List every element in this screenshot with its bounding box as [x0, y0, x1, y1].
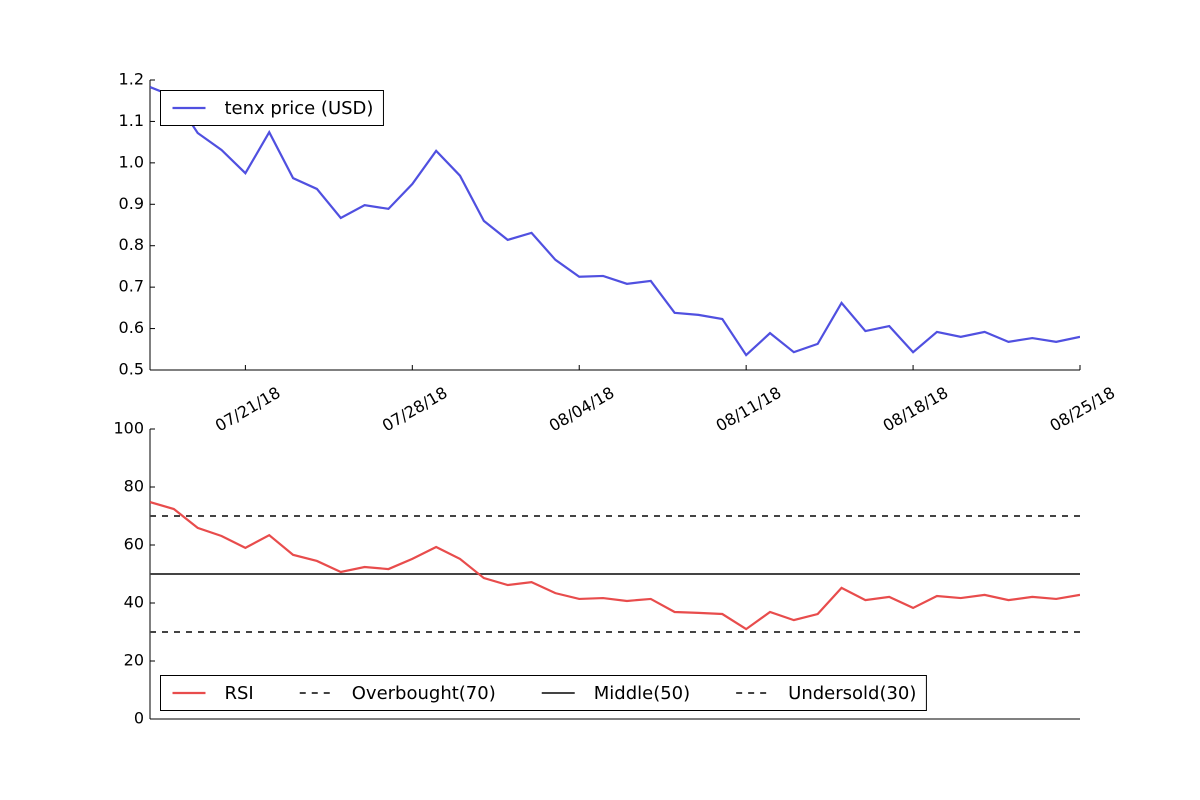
legend-label: RSI: [225, 683, 254, 704]
x-tick-label: 08/11/18: [713, 383, 785, 435]
series-line: [150, 501, 1080, 631]
x-tick-label: 07/28/18: [379, 383, 451, 435]
x-tick-label: 08/04/18: [546, 383, 618, 435]
legend-label: tenx price (USD): [225, 98, 374, 119]
legend-label: Undersold(30): [788, 683, 916, 704]
x-tick-label: 08/25/18: [1047, 383, 1119, 435]
x-tick-label: 07/21/18: [212, 383, 284, 435]
series-line: [150, 86, 1080, 357]
y-tick-label: 60: [124, 535, 144, 554]
y-tick-label: 1.2: [119, 70, 144, 89]
y-tick-label: 0.5: [119, 360, 144, 379]
y-tick-label: 0: [134, 709, 144, 728]
y-tick-label: 0.6: [119, 318, 144, 337]
y-tick-label: 1.1: [119, 111, 144, 130]
legend: tenx price (USD): [160, 90, 384, 126]
y-tick-label: 0.9: [119, 194, 144, 213]
y-tick-label: 20: [124, 651, 144, 670]
y-tick-label: 40: [124, 593, 144, 612]
legend-frame: [160, 675, 927, 711]
x-tick-label: 08/18/18: [880, 383, 952, 435]
y-tick-label: 0.8: [119, 235, 144, 254]
legend-label: Overbought(70): [352, 683, 496, 704]
y-tick-label: 100: [113, 419, 144, 438]
y-tick-label: 0.7: [119, 277, 144, 296]
legend-label: Middle(50): [594, 683, 690, 704]
y-tick-label: 1.0: [119, 152, 144, 171]
y-tick-label: 80: [124, 477, 144, 496]
legend: RSI Overbought(70) Middle(50) Undersold(30): [160, 675, 927, 711]
